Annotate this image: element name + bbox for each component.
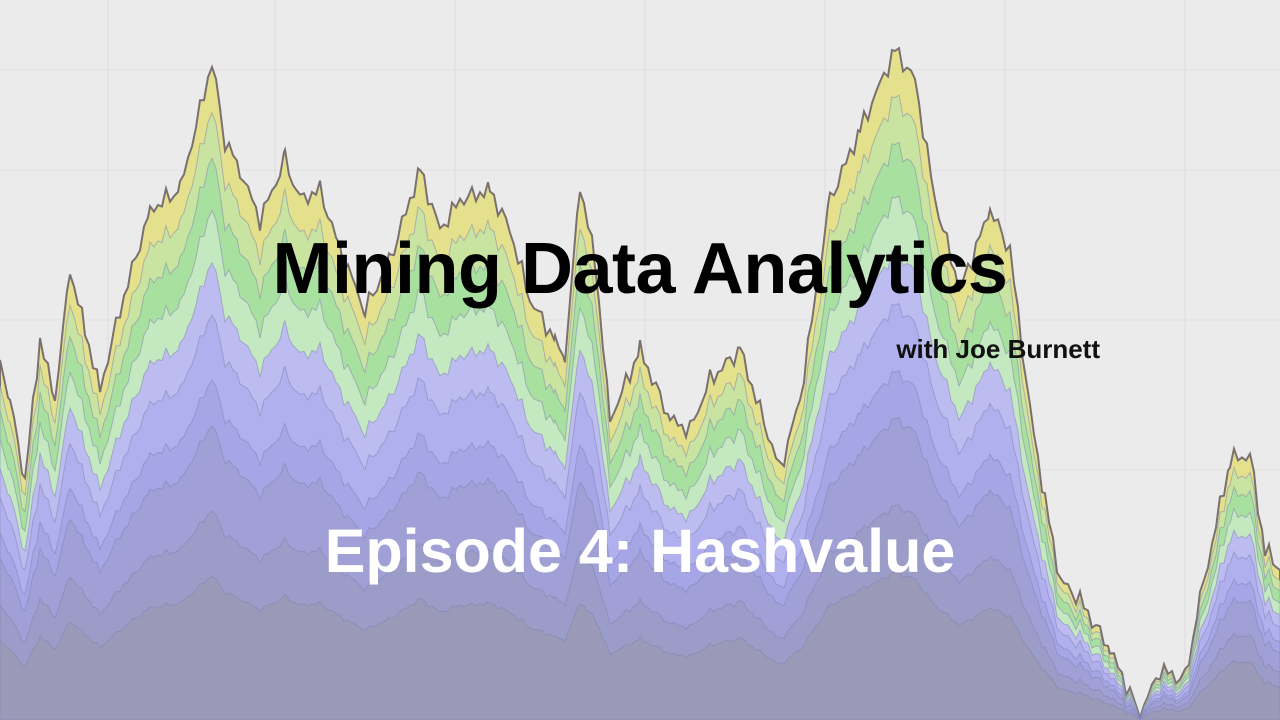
presenter-subtitle: with Joe Burnett: [896, 334, 1100, 364]
slide-title: Mining Data Analytics: [272, 229, 1008, 309]
area-layer: [0, 571, 1280, 720]
episode-title: Episode 4: Hashvalue: [324, 517, 956, 585]
